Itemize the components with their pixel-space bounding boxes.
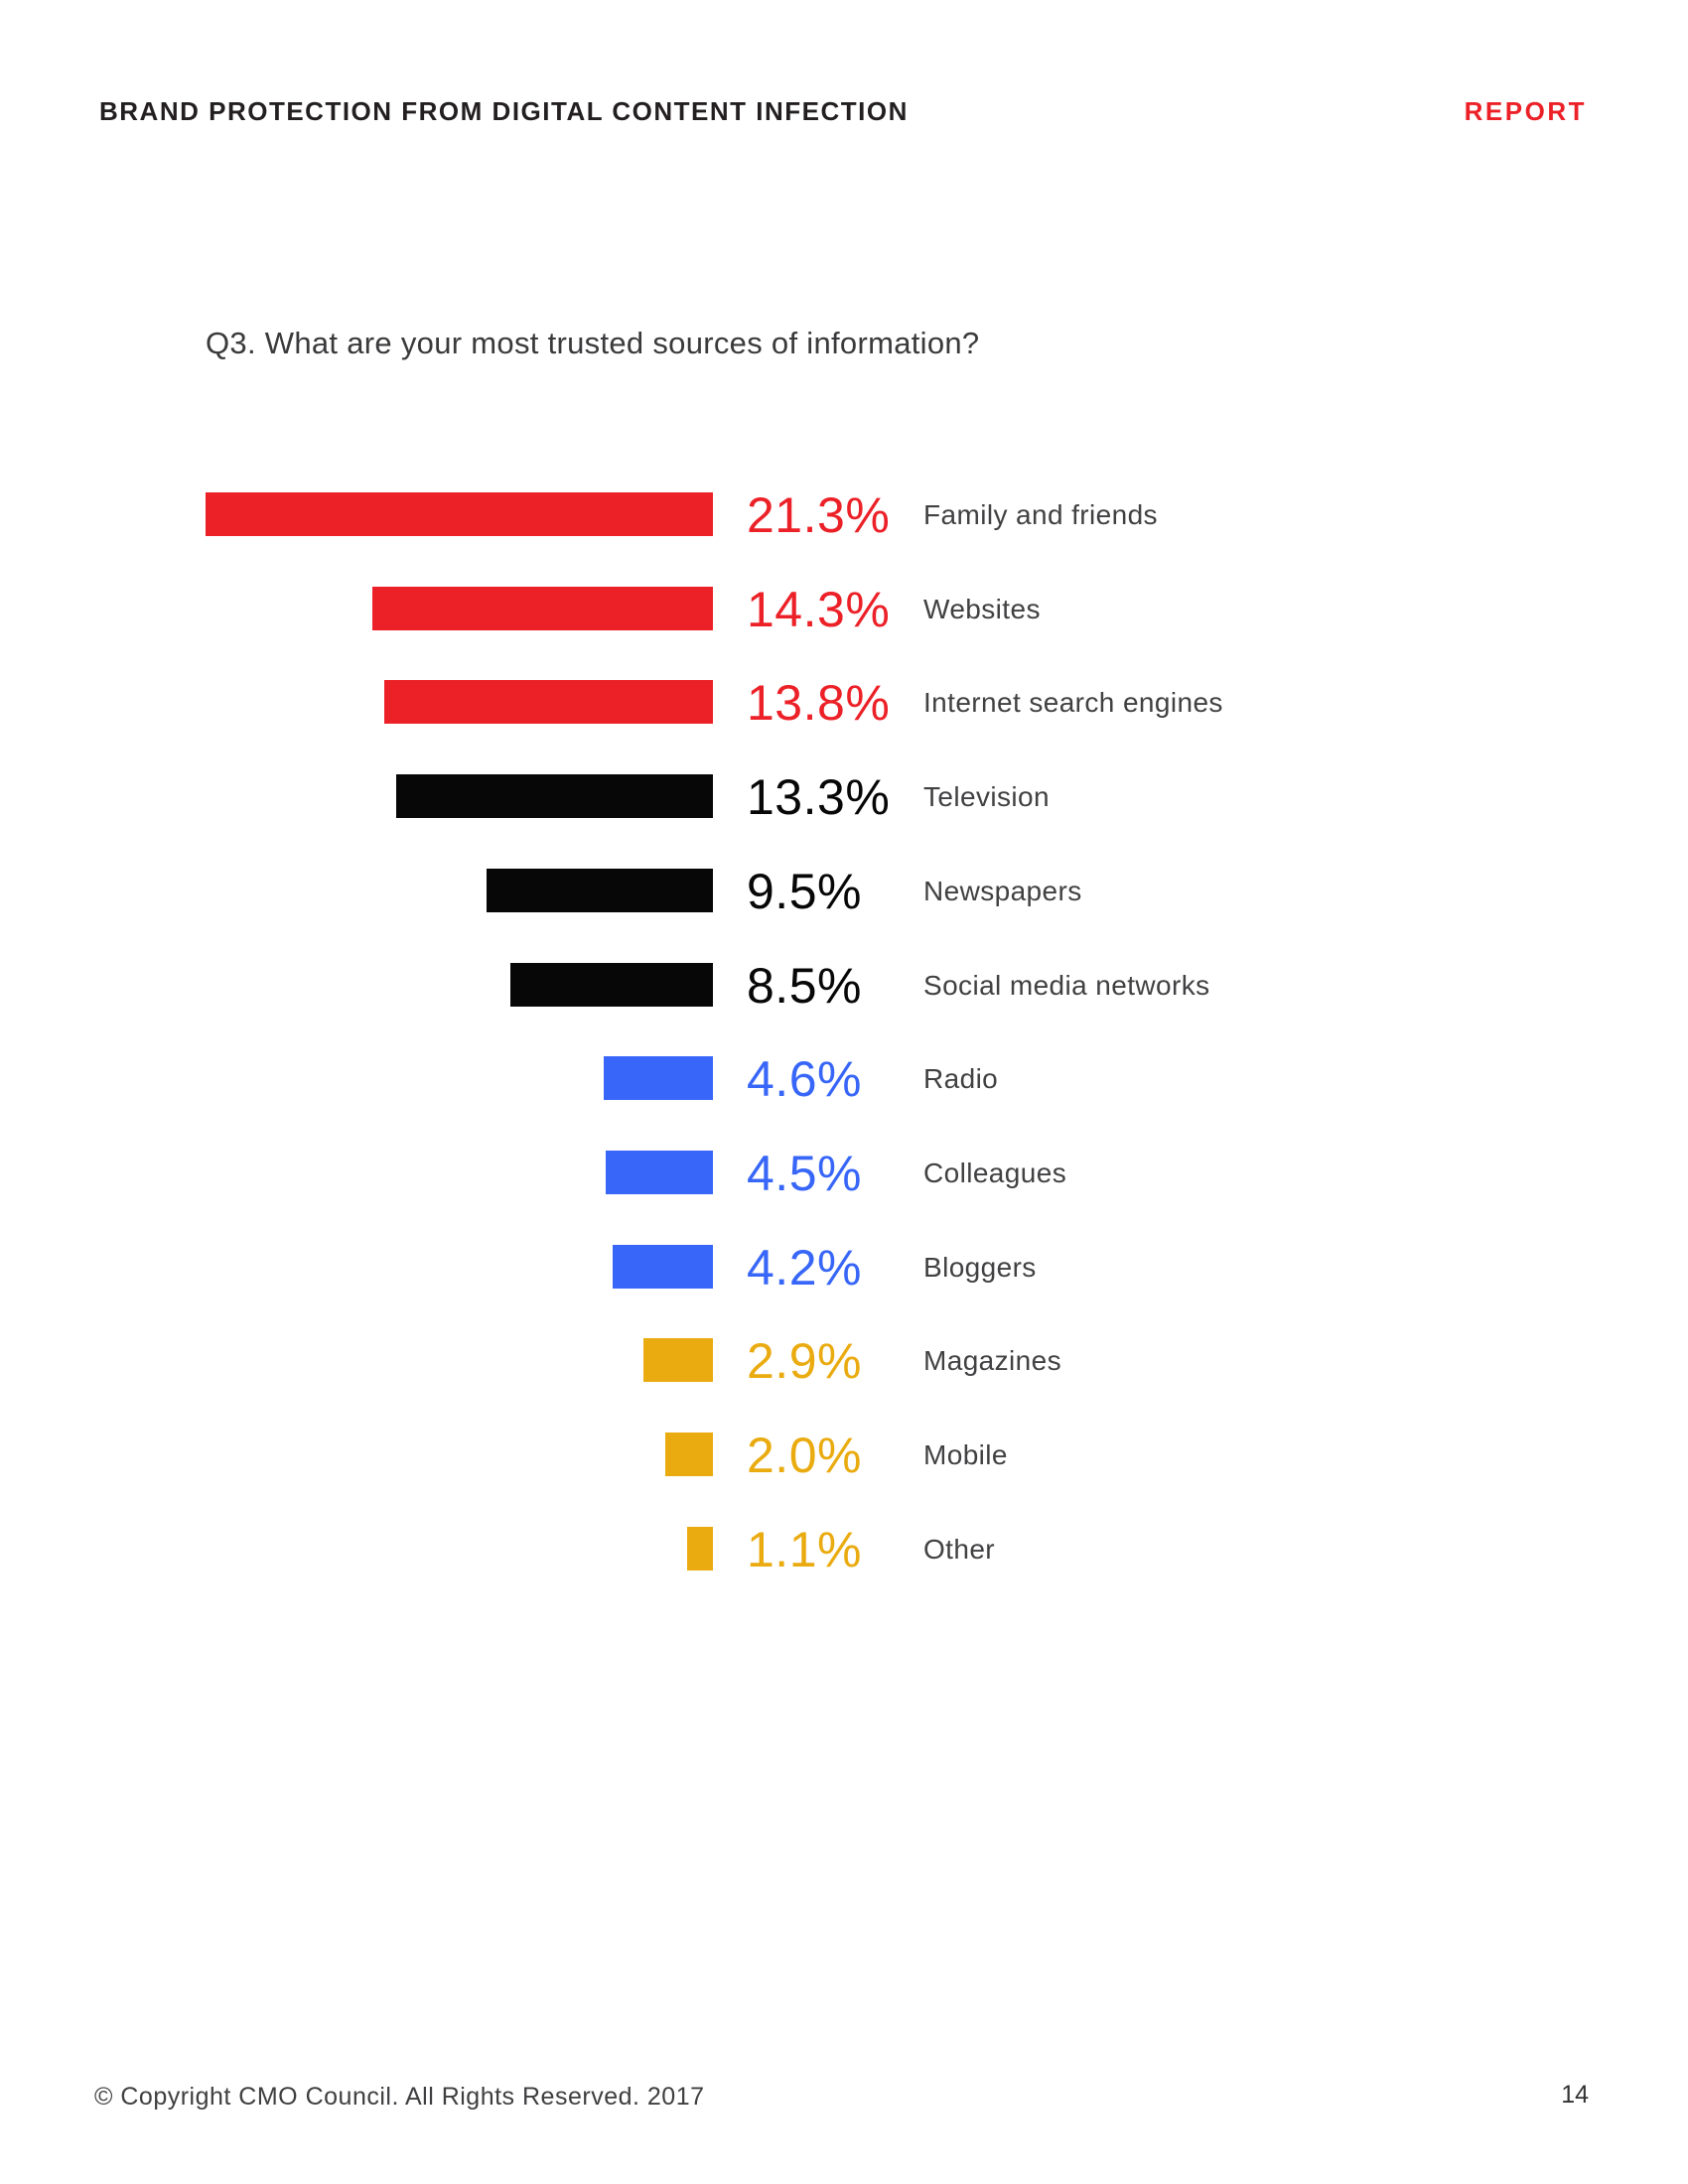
chart-row-internet-search-engines: 13.8% Internet search engines <box>0 675 1688 731</box>
chart-row-colleagues: 4.5% Colleagues <box>0 1146 1688 1201</box>
bar-newspapers <box>487 869 713 912</box>
chart-row-websites: 14.3% Websites <box>0 582 1688 637</box>
chart-row-television: 13.3% Television <box>0 769 1688 825</box>
bar-websites <box>372 587 713 630</box>
report-badge: REPORT <box>1464 96 1587 126</box>
category-label-colleagues: Colleagues <box>923 1158 1067 1188</box>
category-label-mobile: Mobile <box>923 1439 1008 1470</box>
category-label-social-media-networks: Social media networks <box>923 970 1210 1001</box>
copyright-text: © Copyright CMO Council. All Rights Rese… <box>94 2083 705 2111</box>
bar-television <box>396 774 713 818</box>
bar-magazines <box>643 1338 713 1382</box>
value-label-social-media-networks: 8.5% <box>747 958 862 1014</box>
category-label-magazines: Magazines <box>923 1345 1062 1376</box>
category-label-newspapers: Newspapers <box>923 876 1082 906</box>
bar-internet-search-engines <box>384 680 713 724</box>
value-label-television: 13.3% <box>747 769 891 825</box>
chart-row-radio: 4.6% Radio <box>0 1051 1688 1107</box>
value-label-internet-search-engines: 13.8% <box>747 675 891 731</box>
category-label-bloggers: Bloggers <box>923 1252 1037 1283</box>
chart-row-other: 1.1% Other <box>0 1522 1688 1577</box>
bar-bloggers <box>613 1245 713 1289</box>
bar-other <box>687 1527 713 1570</box>
value-label-bloggers: 4.2% <box>747 1240 862 1296</box>
category-label-radio: Radio <box>923 1063 999 1094</box>
category-label-television: Television <box>923 781 1050 812</box>
bar-mobile <box>665 1433 713 1476</box>
bar-chart: 21.3% Family and friends 14.3% Websites 13.8… <box>0 487 1688 1614</box>
value-label-websites: 14.3% <box>747 582 891 637</box>
chart-row-newspapers: 9.5% Newspapers <box>0 864 1688 919</box>
value-label-magazines: 2.9% <box>747 1333 862 1389</box>
chart-row-social-media-networks: 8.5% Social media networks <box>0 958 1688 1014</box>
value-label-mobile: 2.0% <box>747 1428 862 1483</box>
category-label-other: Other <box>923 1534 996 1565</box>
value-label-radio: 4.6% <box>747 1051 862 1107</box>
chart-row-mobile: 2.0% Mobile <box>0 1428 1688 1483</box>
bar-social-media-networks <box>510 963 713 1007</box>
chart-row-family-and-friends: 21.3% Family and friends <box>0 487 1688 543</box>
chart-row-magazines: 2.9% Magazines <box>0 1333 1688 1389</box>
chart-question-title: Q3. What are your most trusted sources o… <box>206 326 980 360</box>
page-header-title: BRAND PROTECTION FROM DIGITAL CONTENT IN… <box>99 96 909 126</box>
category-label-websites: Websites <box>923 594 1041 624</box>
chart-row-bloggers: 4.2% Bloggers <box>0 1240 1688 1296</box>
page-number: 14 <box>1561 2081 1589 2109</box>
category-label-family-and-friends: Family and friends <box>923 499 1158 530</box>
value-label-family-and-friends: 21.3% <box>747 487 891 543</box>
bar-colleagues <box>606 1151 713 1194</box>
value-label-other: 1.1% <box>747 1522 862 1577</box>
bar-family-and-friends <box>206 492 713 536</box>
category-label-internet-search-engines: Internet search engines <box>923 687 1223 718</box>
bar-radio <box>604 1056 713 1100</box>
value-label-colleagues: 4.5% <box>747 1146 862 1201</box>
value-label-newspapers: 9.5% <box>747 864 862 919</box>
